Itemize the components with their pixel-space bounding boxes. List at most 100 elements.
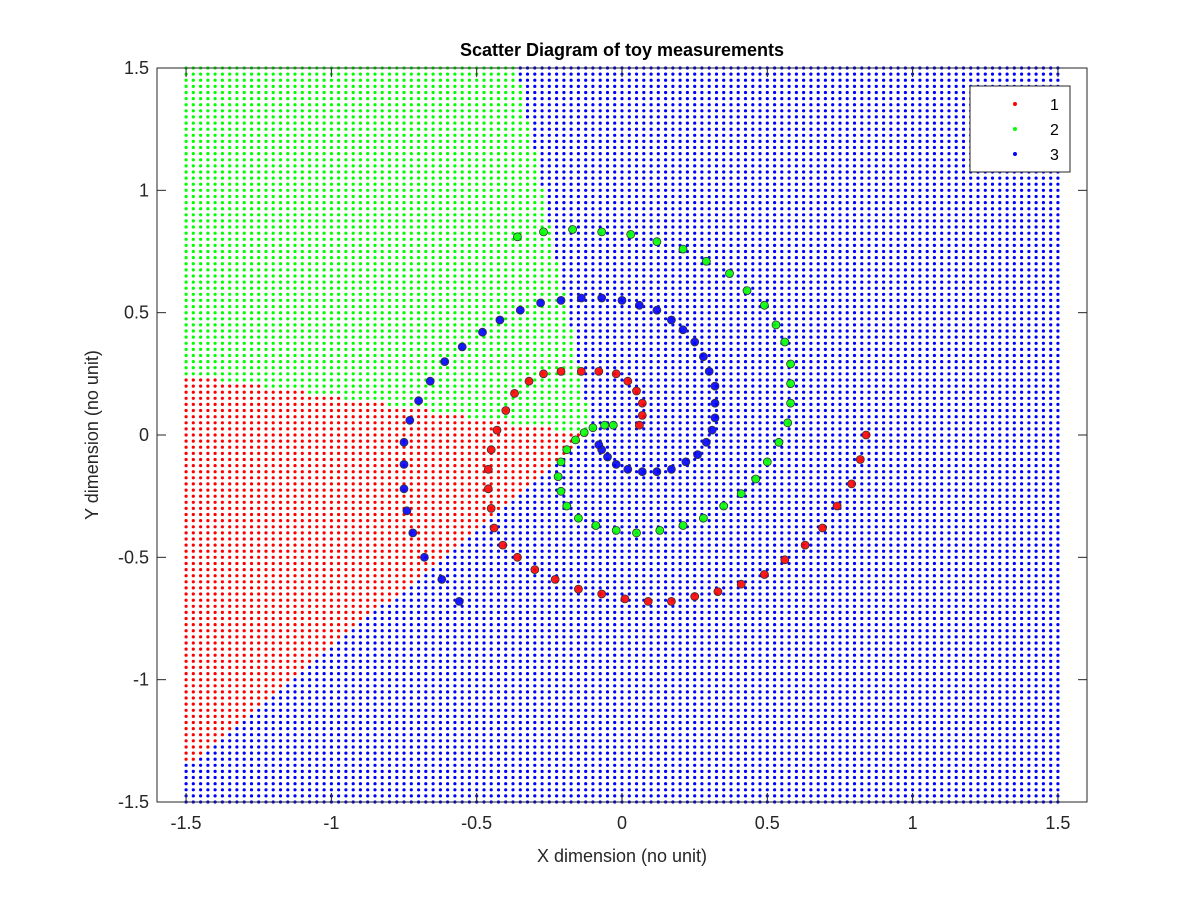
data-point-series-2-10 [760,300,769,310]
data-point-series-2-17 [774,437,784,447]
series-3 [399,293,720,606]
data-point-series-2-4 [626,229,636,239]
legend: 1 2 3 [969,85,1071,173]
data-point-series-2-26 [611,526,621,535]
data-point-series-2-13 [786,359,795,369]
legend-marker-2 [1013,127,1017,131]
data-point-series-2-22 [699,513,708,523]
y-tick-label: 0.5 [124,303,149,323]
data-point-series-1-22 [483,484,493,494]
y-tick-label: -1 [133,670,149,690]
data-point-series-3-21 [635,300,644,310]
data-point-series-3-3 [408,528,418,538]
data-point-series-1-3 [832,501,842,511]
data-point-series-3-6 [399,459,409,469]
x-tick-label: 0 [617,813,627,833]
data-point-series-1-23 [483,464,493,474]
legend-label-2: 2 [1050,122,1059,139]
data-point-series-1-20 [489,523,499,533]
series-1 [483,366,871,606]
series-layer [399,225,871,606]
data-point-series-3-33 [693,450,702,460]
data-point-series-1-17 [530,565,540,574]
data-point-series-1-1 [855,455,865,464]
data-point-series-2-3 [597,227,607,237]
data-point-series-3-42 [594,440,604,450]
x-tick-label: -0.5 [461,813,492,833]
data-point-series-1-36 [637,398,647,408]
data-point-series-3-5 [399,484,409,494]
data-point-series-1-24 [486,445,496,455]
data-point-series-1-6 [780,555,790,565]
data-point-series-3-10 [425,376,435,386]
data-point-series-1-33 [611,369,621,379]
data-point-series-3-11 [440,357,450,367]
data-point-series-3-25 [690,337,700,347]
data-point-series-1-7 [760,570,769,579]
data-point-series-3-28 [710,381,720,391]
data-point-series-3-23 [667,315,676,325]
data-point-series-1-19 [498,540,508,550]
data-point-series-1-28 [524,376,534,386]
data-point-series-1-29 [539,369,548,379]
data-point-series-2-25 [632,528,641,538]
data-point-series-2-20 [736,489,746,499]
y-tick-label: 1.5 [124,58,149,78]
decision-region-3 [184,66,1060,804]
data-point-series-3-8 [405,415,415,425]
data-point-series-2-27 [591,521,601,530]
y-tick-label: 1 [139,180,149,200]
x-tick-label: -1 [323,813,339,833]
decision-region-layer [184,66,1060,804]
data-point-series-1-25 [492,425,502,435]
data-point-series-2-36 [588,423,598,433]
data-point-series-3-26 [699,352,708,362]
data-point-series-2-37 [600,420,609,430]
data-point-series-1-0 [861,430,871,440]
data-point-series-1-2 [847,479,856,489]
data-point-series-2-31 [553,472,563,482]
data-point-series-1-21 [486,503,496,513]
data-point-series-3-16 [536,298,545,308]
data-point-series-1-13 [620,594,630,604]
data-point-series-3-13 [478,327,487,337]
data-point-series-3-37 [637,467,647,477]
legend-marker-3 [1013,152,1017,156]
data-point-series-1-18 [513,552,522,562]
plot-area: -1.5 -1 -0.5 0 0.5 1 1.5 -1.5 -1 -0.5 0 0.5 1 1.5 [118,58,1088,833]
legend-label-1: 1 [1050,97,1059,114]
data-point-series-2-1 [539,227,548,237]
y-tick-label: 0 [139,425,149,445]
data-point-series-1-38 [635,420,644,430]
data-point-series-3-0 [454,597,464,606]
data-point-series-2-34 [571,435,580,445]
data-point-series-3-31 [707,425,717,435]
data-point-series-3-32 [701,437,711,447]
data-point-series-2-5 [652,237,662,247]
data-point-series-1-8 [736,579,746,589]
data-point-series-2-28 [574,513,583,523]
legend-box [969,85,1071,173]
data-point-series-3-20 [617,295,627,305]
data-point-series-2-11 [771,320,781,330]
data-point-series-3-14 [495,315,505,325]
tick-layer: -1.5 -1 -0.5 0 0.5 1 1.5 -1.5 -1 -0.5 0 0.5 1 1.5 [118,58,1087,833]
data-point-series-1-10 [690,592,700,601]
data-point-series-3-24 [678,325,688,335]
data-point-series-2-8 [725,269,734,278]
data-point-series-2-29 [562,501,572,511]
data-point-series-2-24 [655,526,665,535]
legend-marker-1 [1013,102,1017,106]
data-point-series-1-35 [632,386,641,396]
data-point-series-3-34 [681,457,691,467]
data-point-series-2-18 [762,457,772,467]
data-point-series-3-7 [399,437,409,447]
data-point-series-3-2 [419,552,429,562]
data-point-series-3-38 [623,464,633,474]
y-tick-label: -0.5 [118,547,149,567]
data-point-series-2-38 [608,420,618,430]
legend-items: 1 2 3 [1013,97,1059,164]
x-tick-label: -1.5 [171,813,202,833]
data-point-series-2-35 [579,428,589,438]
